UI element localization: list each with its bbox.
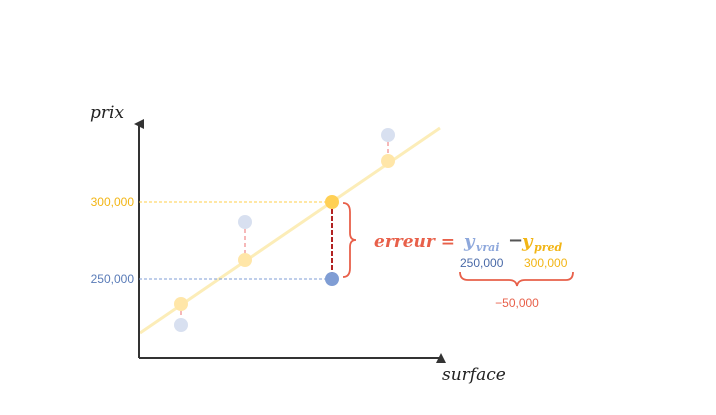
- pred-point: [325, 195, 339, 209]
- faded-pred-point: [238, 253, 252, 267]
- x-axis-label: surface: [442, 365, 506, 385]
- pred-value: 300,000: [524, 256, 568, 270]
- faded-pred-point: [174, 297, 188, 311]
- faded-points: [174, 128, 395, 332]
- true-point: [325, 272, 339, 286]
- faded-true-point: [238, 215, 252, 229]
- faded-true-point: [381, 128, 395, 142]
- y-pred-symbol: y: [521, 231, 534, 252]
- y-pred-subscript: pred: [534, 241, 562, 254]
- y-axis-label: prix: [90, 103, 124, 123]
- tick-250000: 250,000: [91, 272, 135, 286]
- faded-true-point: [174, 318, 188, 332]
- true-value: 250,000: [460, 256, 504, 270]
- minus-sign: −: [508, 230, 523, 251]
- result-brace: [459, 271, 574, 287]
- tick-300000: 300,000: [91, 195, 135, 209]
- error-label: erreur =: [374, 232, 455, 252]
- y-true-symbol: y: [463, 231, 476, 252]
- error-result: −50,000: [495, 296, 539, 310]
- error-brace: [342, 202, 357, 278]
- faded-pred-point: [381, 154, 395, 168]
- y-true-subscript: vrai: [476, 241, 500, 254]
